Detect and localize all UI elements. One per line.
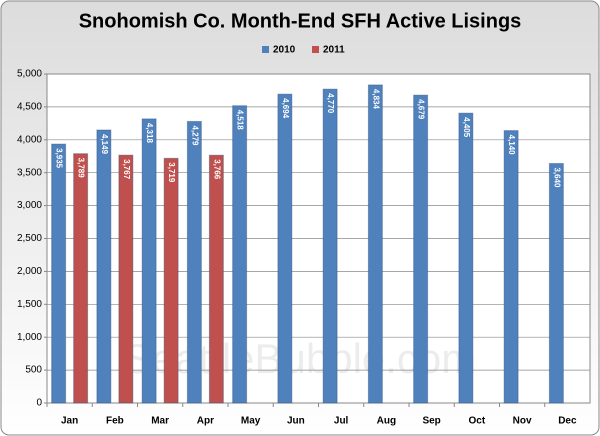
bar — [367, 84, 383, 404]
x-tick-label: Feb — [106, 416, 124, 427]
value-label: 3,640 — [552, 167, 561, 188]
bar — [51, 143, 67, 404]
x-tick-label: Aug — [377, 416, 396, 427]
value-label: 4,149 — [100, 134, 109, 155]
bar — [163, 157, 179, 404]
y-tick-label: 0 — [36, 398, 42, 409]
bar — [277, 93, 293, 404]
x-tick-label: Jul — [334, 416, 349, 427]
value-label: 4,679 — [417, 99, 426, 120]
value-label: 3,935 — [55, 148, 64, 169]
y-tick-label: 2,000 — [17, 266, 42, 277]
y-tick-label: 1,000 — [17, 332, 42, 343]
chart-title: Snohomish Co. Month-End SFH Active Lisin… — [79, 10, 522, 32]
bar — [548, 162, 564, 404]
y-tick-label: 5,000 — [17, 69, 42, 80]
bar — [96, 129, 112, 404]
x-tick-label: Dec — [558, 416, 577, 427]
value-label: 4,834 — [371, 89, 380, 110]
value-label: 3,766 — [212, 159, 221, 180]
value-label: 4,279 — [190, 125, 199, 146]
value-label: 4,694 — [281, 98, 290, 119]
bar — [322, 88, 338, 404]
y-tick-label: 1,500 — [17, 299, 42, 310]
bar — [73, 153, 89, 404]
legend-label: 2011 — [323, 45, 345, 56]
y-tick-label: 3,000 — [17, 200, 42, 211]
value-label: 4,318 — [145, 123, 154, 144]
value-label: 4,405 — [462, 117, 471, 138]
value-label: 3,767 — [122, 159, 131, 180]
x-tick-label: Oct — [469, 416, 486, 427]
bar — [413, 94, 429, 404]
value-label: 4,518 — [236, 110, 245, 131]
x-tick-label: Mar — [151, 416, 169, 427]
x-tick-label: Jun — [287, 416, 305, 427]
y-tick-label: 4,500 — [17, 102, 42, 113]
bar — [141, 118, 157, 404]
y-tick-label: 4,000 — [17, 134, 42, 145]
y-tick-label: 2,500 — [17, 233, 42, 244]
value-label: 3,719 — [167, 162, 176, 183]
bar — [118, 154, 134, 404]
x-tick-label: Sep — [422, 416, 440, 427]
bar — [208, 154, 224, 404]
bar — [186, 120, 202, 404]
bar — [232, 105, 248, 404]
legend-swatch — [262, 46, 269, 53]
x-tick-label: May — [241, 416, 261, 427]
y-tick-label: 3,500 — [17, 167, 42, 178]
x-tick-label: Nov — [513, 416, 532, 427]
bar — [458, 112, 474, 404]
value-label: 4,140 — [507, 135, 516, 156]
x-tick-label: Jan — [61, 416, 78, 427]
value-label: 3,789 — [77, 158, 86, 179]
legend-swatch — [312, 46, 319, 53]
x-tick-label: Apr — [197, 416, 214, 427]
bar — [503, 130, 519, 404]
legend-label: 2010 — [273, 45, 296, 56]
y-tick-label: 500 — [25, 365, 42, 376]
value-label: 4,770 — [326, 93, 335, 114]
